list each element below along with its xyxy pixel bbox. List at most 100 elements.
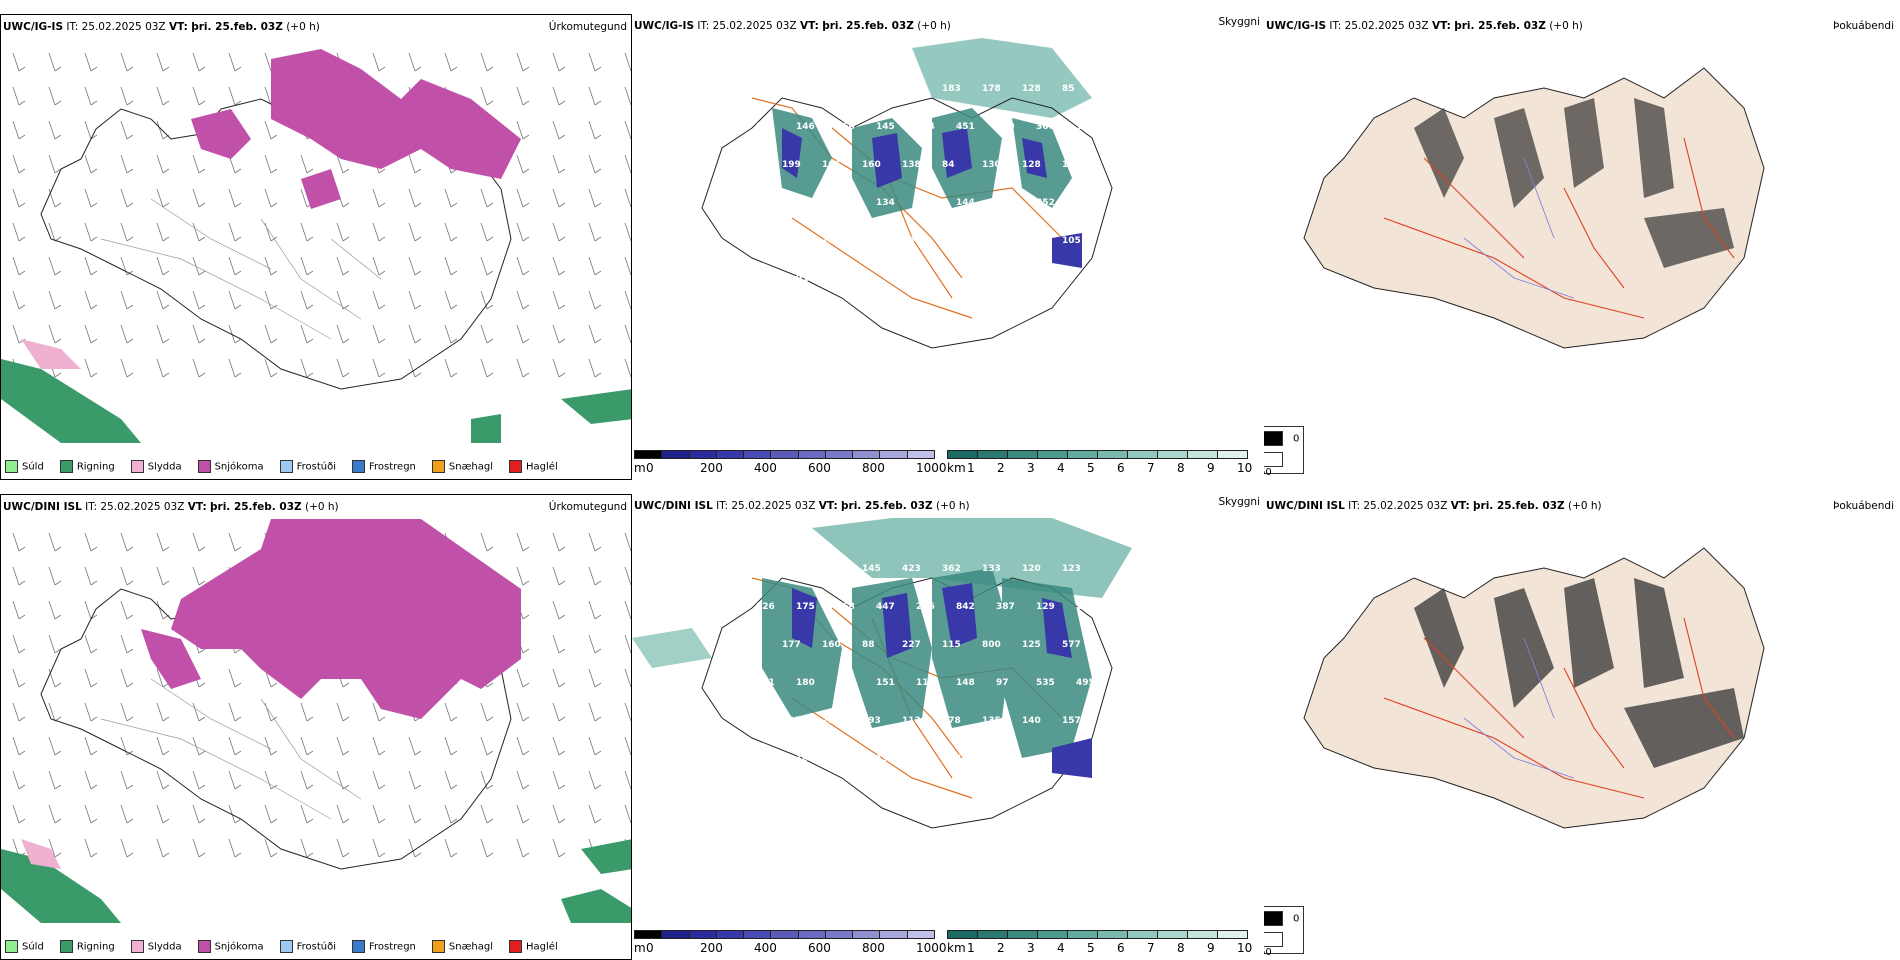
ceiling-label: 399 xyxy=(996,122,1015,132)
wind-barb xyxy=(444,804,458,824)
wind-barb xyxy=(624,324,631,344)
wind-barb xyxy=(264,324,278,344)
wind-barb xyxy=(228,736,242,756)
wind-barb xyxy=(264,290,278,310)
ceiling-label: 180 xyxy=(796,678,815,688)
ceiling-colorbar: m 0 200 400 600 800 1000 xyxy=(634,450,947,476)
wind-barb xyxy=(300,770,314,790)
legend-label: Haglél xyxy=(526,941,558,953)
colorbar-tick: 9 xyxy=(1207,461,1215,475)
wind-barb xyxy=(12,120,26,140)
panel-variable: Úrkomutegund xyxy=(548,501,627,513)
colorbar-tick: 8 xyxy=(1177,461,1185,475)
wind-barb xyxy=(12,86,26,106)
colorbar-tick: 1000 xyxy=(916,941,947,955)
wind-barb xyxy=(228,532,242,552)
panel-variable: Skyggni xyxy=(1218,16,1261,28)
ceiling-label: 146 xyxy=(796,122,815,132)
wind-barb xyxy=(444,838,458,858)
wind-barb xyxy=(120,86,134,106)
ceiling-label: 115 xyxy=(942,640,961,650)
wind-barb xyxy=(12,600,26,620)
legend-label: Haglél xyxy=(526,461,558,473)
wind-barb xyxy=(552,290,566,310)
ceiling-label: 210 xyxy=(756,198,775,208)
ceiling-label: 113 xyxy=(902,716,921,726)
wind-barb xyxy=(120,634,134,654)
wind-barb xyxy=(588,702,602,722)
wind-barb xyxy=(408,222,422,242)
panel-title: UWC/DINI ISL IT: 25.02.2025 03Z VT: þri.… xyxy=(634,500,970,512)
legend-item: Snæhagl xyxy=(431,940,493,953)
wind-barb xyxy=(156,804,170,824)
wind-barb xyxy=(156,222,170,242)
fog-key: 0 60 xyxy=(1264,426,1304,478)
legend-item: Slydda xyxy=(130,460,182,473)
wind-barb xyxy=(156,702,170,722)
ceiling-label: 155 xyxy=(796,198,815,208)
wind-barb xyxy=(516,256,530,276)
wind-barb xyxy=(12,770,26,790)
colorbar-segment xyxy=(1127,450,1158,459)
wind-barb xyxy=(336,256,350,276)
wind-barb xyxy=(156,532,170,552)
wind-barb xyxy=(120,358,134,378)
fog-panel-row2: UWC/DINI ISL IT: 25.02.2025 03Z VT: þri.… xyxy=(1264,494,1900,960)
colorbar-tick: 200 xyxy=(700,461,723,475)
wind-barb xyxy=(84,634,98,654)
ceiling-label: 362 xyxy=(942,564,961,574)
wind-barb xyxy=(120,838,134,858)
wind-barb xyxy=(120,532,134,552)
wind-barb xyxy=(624,702,631,722)
wind-barb xyxy=(588,770,602,790)
fog-key: 0 60 xyxy=(1264,906,1304,958)
colorbar-tick: 0 xyxy=(646,941,654,955)
precip-legend: Súld Rigning Slydda Snjókoma Frostúði Frostre… xyxy=(5,460,558,473)
ceiling-label: 800 xyxy=(982,640,1001,650)
wind-barb xyxy=(300,290,314,310)
wind-barb xyxy=(588,154,602,174)
legend-swatch xyxy=(130,940,144,953)
wind-barb xyxy=(156,120,170,140)
colorbar-unit: km xyxy=(947,461,966,475)
wind-barb xyxy=(624,222,631,242)
wind-barb xyxy=(84,702,98,722)
wind-barb xyxy=(156,770,170,790)
wind-barb xyxy=(408,804,422,824)
ceiling-label: 160 xyxy=(822,640,841,650)
wind-barb xyxy=(12,566,26,586)
wind-barb xyxy=(624,154,631,174)
wind-barb xyxy=(264,770,278,790)
wind-barb xyxy=(192,532,206,552)
wind-barb xyxy=(84,532,98,552)
legend-item: Frostúði xyxy=(279,940,336,953)
wind-barb xyxy=(516,154,530,174)
colorbar-tick: 5 xyxy=(1087,461,1095,475)
ceiling-label: 120 xyxy=(1022,564,1041,574)
wind-barb xyxy=(552,736,566,756)
legend-label: Frostregn xyxy=(369,941,416,953)
ceiling-label: 366 xyxy=(1036,122,1055,132)
wind-barb xyxy=(228,222,242,242)
wind-barb xyxy=(372,52,386,72)
wind-barb xyxy=(588,86,602,106)
wind-barb xyxy=(372,838,386,858)
wind-barb xyxy=(12,702,26,722)
wind-barb xyxy=(48,668,62,688)
wind-barb xyxy=(12,222,26,242)
wind-barb xyxy=(336,222,350,242)
ceiling-label: 125 xyxy=(1022,640,1041,650)
ceiling-label: 118 xyxy=(916,678,935,688)
colorbar-segment xyxy=(661,450,690,459)
ceiling-label: 187 xyxy=(1076,122,1095,132)
legend-item: Rigning xyxy=(59,940,115,953)
wind-barb xyxy=(156,566,170,586)
colorbar-tick: 0 xyxy=(646,461,654,475)
ceiling-label: 227 xyxy=(902,640,921,650)
wind-barb xyxy=(48,600,62,620)
ceiling-label: 451 xyxy=(956,122,975,132)
legend-swatch xyxy=(431,460,445,473)
colorbar-tick: 200 xyxy=(700,941,723,955)
ceiling-label: 287 xyxy=(742,716,761,726)
legend-swatch xyxy=(5,460,18,473)
